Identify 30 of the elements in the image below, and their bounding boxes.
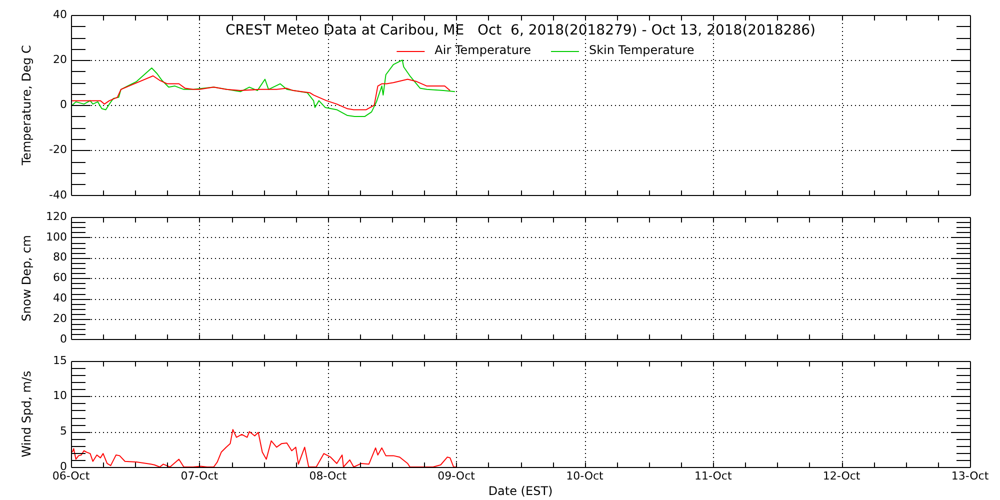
legend-label: Air Temperature	[434, 43, 531, 58]
y-tick-label: 20	[53, 312, 67, 325]
x-tick-label: 12-Oct	[822, 469, 861, 482]
x-tick-label: 10-Oct	[566, 469, 604, 482]
y-tick-label: 10	[53, 389, 67, 402]
legend-label: Skin Temperature	[588, 43, 694, 58]
x-tick-label: 11-Oct	[694, 469, 732, 482]
y-tick-label: 15	[53, 354, 67, 367]
x-tick-label: 09-Oct	[438, 469, 476, 482]
x-tick-label: 06-Oct	[52, 469, 90, 482]
y-tick-label: 100	[46, 230, 67, 244]
x-tick-label: 07-Oct	[180, 469, 219, 482]
y-axis-title: Wind Spd, m/s	[19, 370, 34, 458]
y-tick-label: 80	[53, 250, 67, 264]
y-tick-label: 120	[46, 210, 67, 223]
x-tick-label: 08-Oct	[309, 469, 348, 482]
y-tick-label: 40	[53, 291, 67, 304]
x-axis-title: Date (EST)	[488, 484, 553, 498]
y-tick-label: 60	[53, 271, 67, 284]
text: CREST Meteo Data at Caribou, ME Oct 6, 2018(2018279) - Oct 13, 2018(2018286)	[226, 22, 816, 39]
y-axis-title: Snow Dep, cm	[19, 235, 34, 322]
y-tick-label: 0	[60, 98, 67, 112]
y-tick-label: -20	[49, 143, 67, 156]
y-tick-label: 20	[53, 52, 67, 66]
y-tick-label: 40	[53, 8, 67, 21]
y-axis-title: Temperature, Deg C	[19, 45, 34, 166]
y-tick-label: 0	[60, 332, 67, 346]
y-tick-label: -40	[49, 188, 67, 202]
y-tick-label: 5	[60, 424, 67, 438]
x-tick-label: 13-Oct	[951, 469, 990, 482]
